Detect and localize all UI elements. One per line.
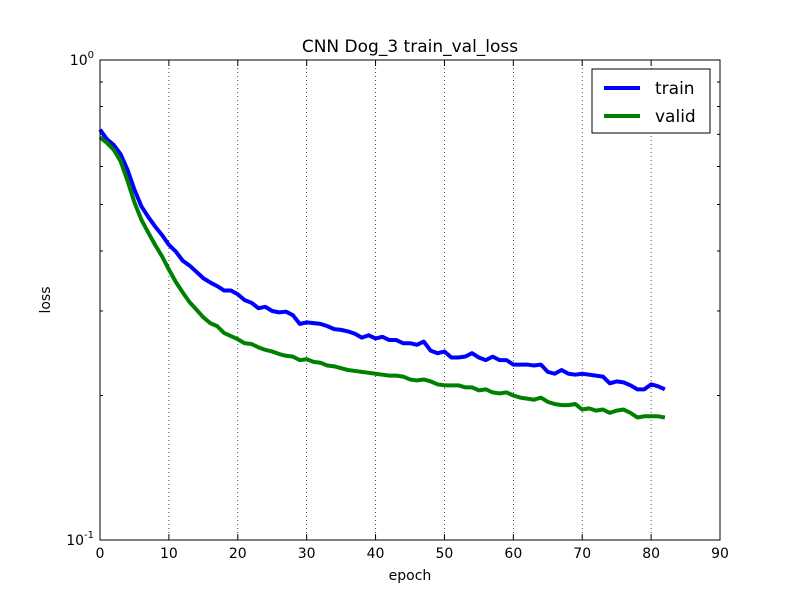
y-tick-label: 100 <box>70 50 94 69</box>
series-line-train <box>98 128 666 392</box>
series-line-valid <box>98 135 666 420</box>
legend-train-label: train <box>655 79 695 99</box>
x-tick-label: 80 <box>642 546 660 562</box>
x-tick-label: 40 <box>367 546 385 562</box>
x-tick-label: 0 <box>96 546 105 562</box>
y-tick-label: 10-1 <box>66 530 94 549</box>
x-tick-label: 10 <box>160 546 178 562</box>
x-axis-ticks: 0 10 20 30 40 50 60 70 80 90 <box>96 60 729 562</box>
plot-frame <box>99 59 721 541</box>
x-tick-label: 30 <box>298 546 316 562</box>
grid-lines <box>168 60 652 540</box>
x-axis-label: epoch <box>389 568 432 584</box>
x-tick-label: 70 <box>573 546 591 562</box>
y-axis-label: loss <box>38 286 54 313</box>
legend: train valid <box>591 68 711 134</box>
chart-title: CNN Dog_3 train_val_loss <box>302 37 518 57</box>
legend-valid-label: valid <box>655 107 696 127</box>
x-tick-label: 90 <box>711 546 729 562</box>
legend-box <box>591 68 711 134</box>
x-tick-label: 60 <box>504 546 522 562</box>
series-layer <box>98 128 666 420</box>
x-tick-label: 20 <box>229 546 247 562</box>
x-tick-label: 50 <box>436 546 454 562</box>
y-axis-ticks: 100 10-1 <box>66 50 720 549</box>
